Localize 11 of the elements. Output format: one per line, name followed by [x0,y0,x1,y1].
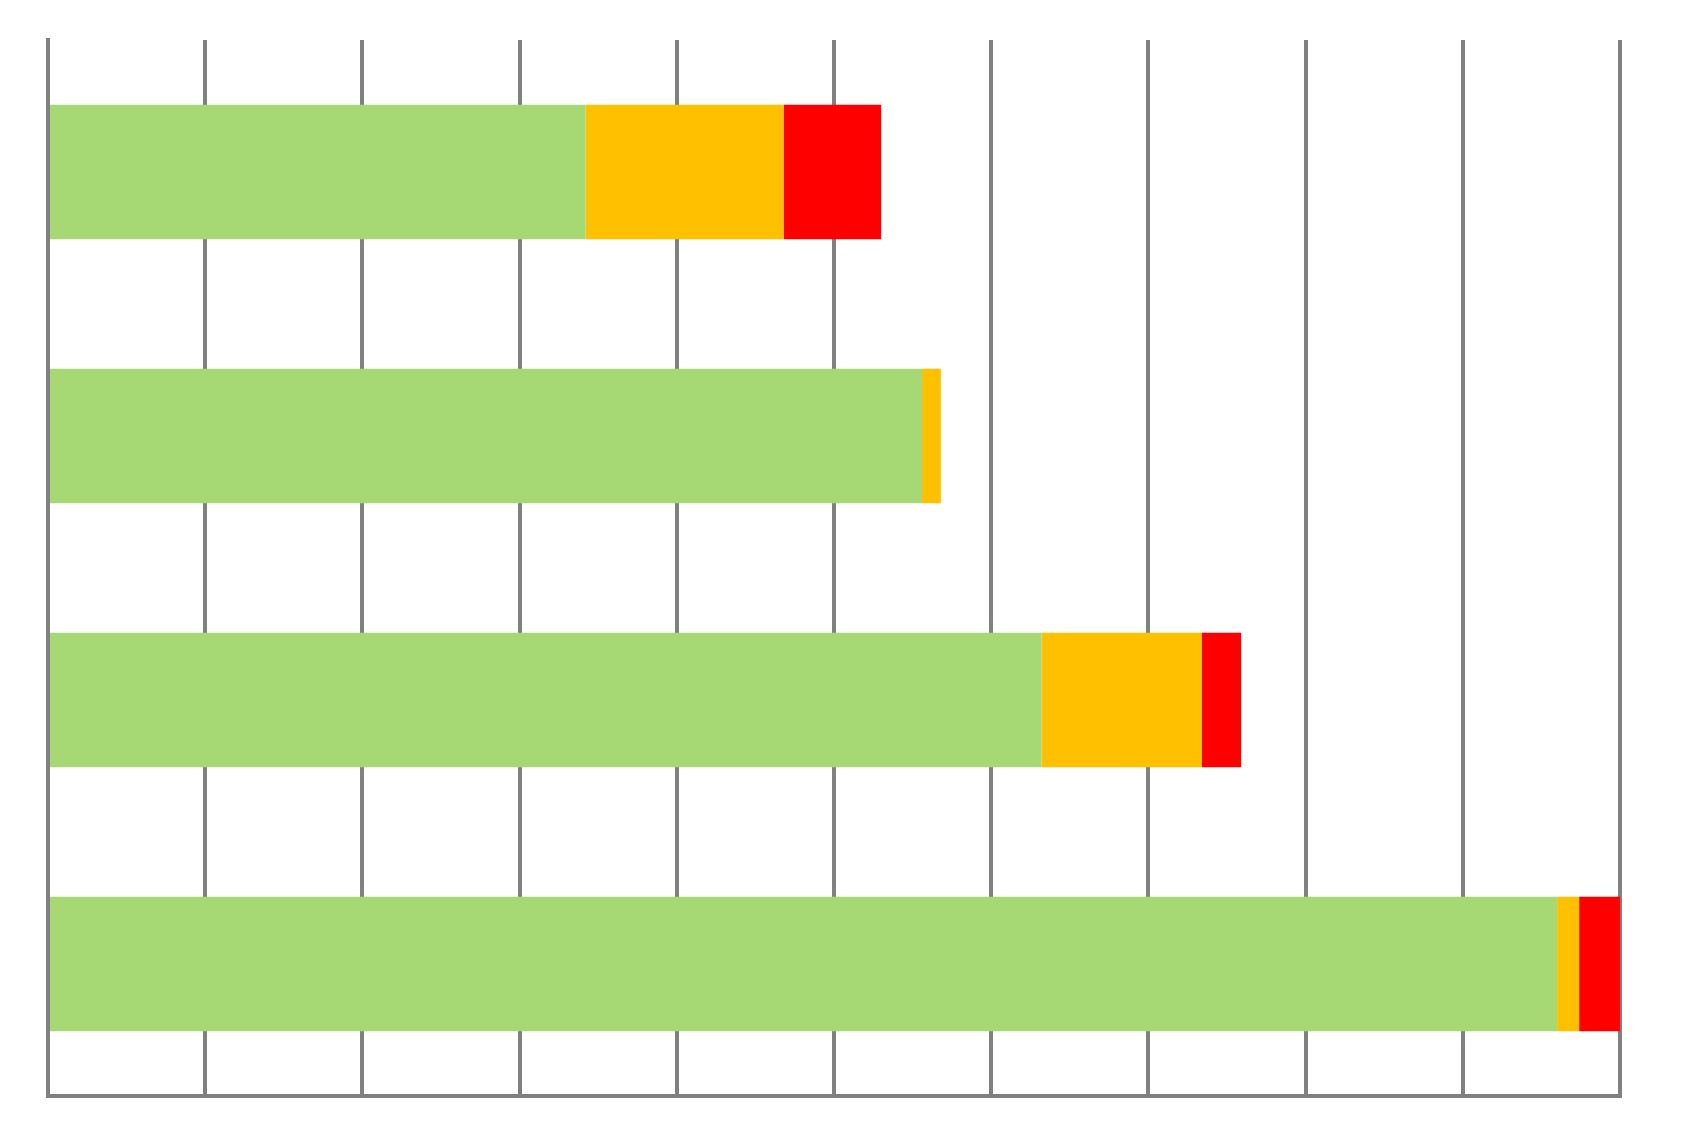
bar [1579,896,1620,1032]
bar [585,104,784,240]
bar [50,632,1042,768]
bar [1041,632,1202,768]
bar [50,368,923,504]
bar [783,104,882,240]
bar [50,896,1558,1032]
bar [1201,632,1242,768]
bar [1557,896,1580,1032]
bar [922,368,941,504]
bar [50,104,586,240]
